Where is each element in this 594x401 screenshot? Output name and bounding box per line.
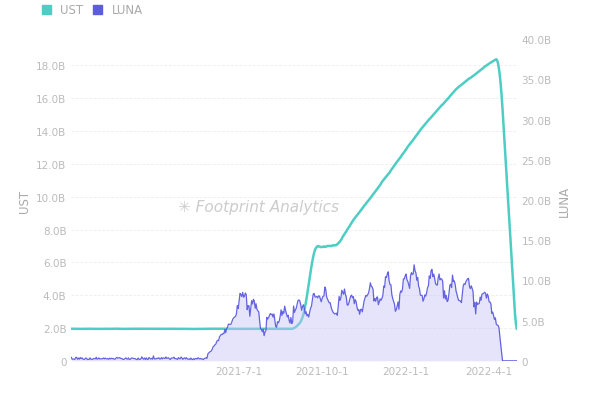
- Legend: UST, LUNA: UST, LUNA: [42, 4, 143, 17]
- Y-axis label: LUNA: LUNA: [557, 185, 570, 216]
- Y-axis label: UST: UST: [18, 189, 31, 212]
- Text: ✳ Footprint Analytics: ✳ Footprint Analytics: [178, 199, 339, 215]
